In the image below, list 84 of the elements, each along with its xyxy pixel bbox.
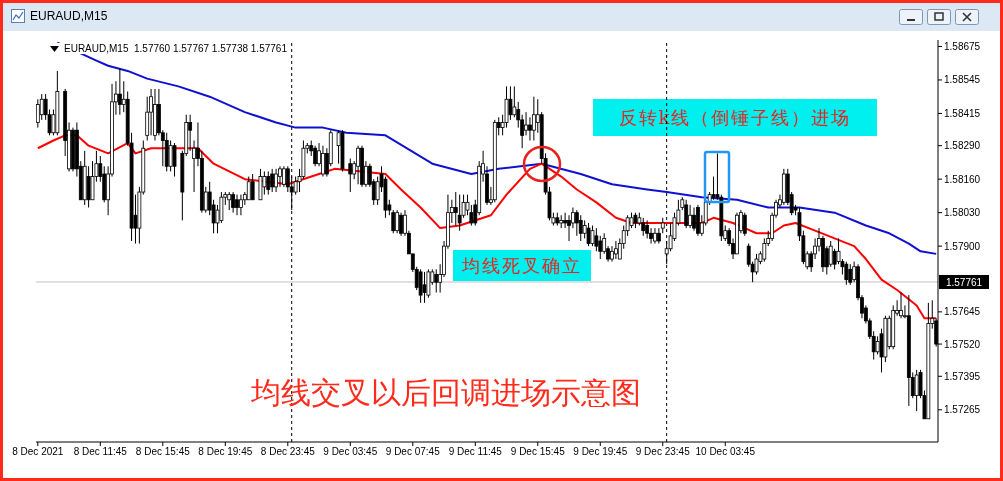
y-tick-label: 1.57395 xyxy=(944,370,981,382)
candlestick xyxy=(168,140,173,172)
x-tick-label: 9 Dec 19:45 xyxy=(573,446,628,458)
candlestick xyxy=(574,209,579,237)
y-tick-label: 1.57520 xyxy=(944,338,981,350)
candlestick xyxy=(684,199,689,229)
candlestick xyxy=(313,145,318,167)
candlestick xyxy=(641,217,646,237)
candlestick xyxy=(239,194,243,216)
candlestick xyxy=(172,142,177,178)
candlestick xyxy=(711,176,716,201)
x-tick-label: 8 Dec 19:45 xyxy=(198,446,253,458)
x-tick-label: 8 Dec 11:45 xyxy=(73,446,128,458)
candlestick xyxy=(453,191,458,227)
candlestick xyxy=(422,271,427,304)
candlestick xyxy=(262,170,267,196)
x-tick-label: 8 Dec 23:45 xyxy=(260,446,316,458)
y-tick-label: 1.58160 xyxy=(944,173,981,185)
y-tick-label: 1.57900 xyxy=(944,240,981,252)
candlestick xyxy=(348,158,353,193)
y-tick-label: 1.58675 xyxy=(944,40,981,52)
candlestick xyxy=(875,335,880,355)
candlestick xyxy=(395,209,400,234)
candlestick xyxy=(278,165,282,188)
candlestick xyxy=(688,204,693,229)
candlestick xyxy=(899,292,903,319)
annotation: 均线死叉确立 xyxy=(453,250,591,281)
candlestick xyxy=(586,222,591,247)
x-tick-label: 9 Dec 15:45 xyxy=(510,446,566,458)
ref-line-label: 1.57761 xyxy=(945,276,983,288)
candlestick xyxy=(281,165,286,188)
x-tick-label: 9 Dec 11:45 xyxy=(448,446,503,458)
x-tick-label: 10 Dec 03:45 xyxy=(695,446,756,458)
candlestick xyxy=(590,225,595,247)
candlestick xyxy=(610,245,614,263)
candlestick xyxy=(117,67,122,116)
candlestick xyxy=(457,194,462,232)
chart-title: EURAUD,M15 1.57760 1.57767 1.57738 1.57761 xyxy=(47,43,290,54)
candlestick xyxy=(914,369,919,412)
candlestick xyxy=(356,145,361,185)
candlestick xyxy=(613,240,618,260)
x-tick-label: 9 Dec 03:45 xyxy=(323,446,378,458)
y-tick-label: 1.58030 xyxy=(944,207,981,219)
x-tick-label: 9 Dec 23:45 xyxy=(635,446,691,458)
x-tick-label: 8 Dec 2021 xyxy=(12,446,64,458)
y-tick-label: 1.57645 xyxy=(944,306,981,318)
x-tick-label: 9 Dec 07:45 xyxy=(385,446,441,458)
candlestick xyxy=(524,111,528,136)
candlestick xyxy=(844,261,849,286)
candlestick xyxy=(274,168,278,193)
line-series xyxy=(56,41,938,255)
candlestick xyxy=(336,129,341,165)
candlestick xyxy=(742,212,747,237)
candlestick xyxy=(692,207,696,232)
candlestick xyxy=(258,168,263,201)
candlestick xyxy=(512,85,517,118)
candlestick xyxy=(434,268,439,294)
candlestick xyxy=(231,191,236,214)
y-tick-label: 1.58545 xyxy=(944,74,981,86)
y-tick-label: 1.58415 xyxy=(944,107,981,119)
candlestick xyxy=(762,237,767,263)
candlestick xyxy=(86,165,91,208)
x-tick-label: 8 Dec 15:45 xyxy=(135,446,191,458)
candlestick xyxy=(653,227,657,245)
candlestick xyxy=(250,173,255,201)
candlestick xyxy=(563,212,568,229)
candlestick xyxy=(848,263,853,286)
candlestick xyxy=(227,191,232,211)
text: EURAUD,M15 xyxy=(30,9,108,23)
candlestick xyxy=(270,168,275,193)
candlestick xyxy=(321,145,325,178)
annotation: 反转k线（倒锤子线）进场 xyxy=(593,99,877,136)
y-tick-label: 1.57265 xyxy=(944,404,981,416)
candlestick xyxy=(508,85,513,121)
candlestick xyxy=(235,194,239,216)
candlestick xyxy=(531,96,536,141)
y-tick-label: 1.58290 xyxy=(944,140,981,152)
candlestick xyxy=(266,170,271,196)
candlestick xyxy=(578,214,583,242)
candlestick xyxy=(36,98,40,129)
candlestick xyxy=(399,212,403,237)
annotation: 均线交叉以后回调进场示意图 xyxy=(251,374,641,412)
candlestick xyxy=(528,116,532,141)
candlestick xyxy=(418,268,423,304)
